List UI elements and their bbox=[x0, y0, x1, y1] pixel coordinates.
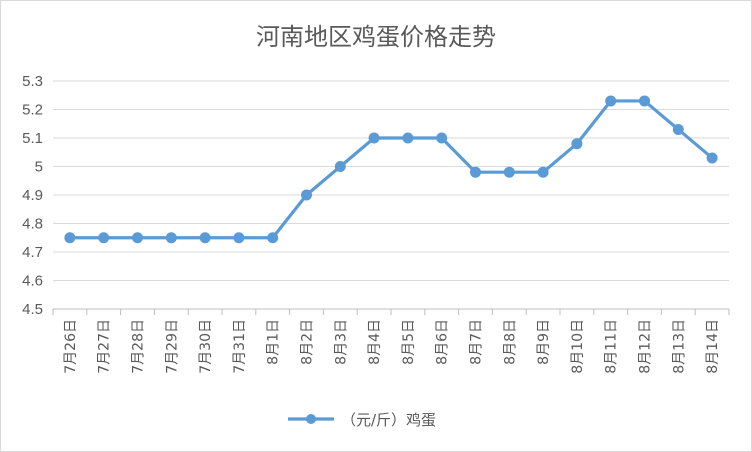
x-tick-label: 8月8日 bbox=[502, 319, 518, 365]
x-tick-label: 7月29日 bbox=[164, 319, 180, 374]
y-tick-label: 5.1 bbox=[22, 130, 43, 147]
legend-point-marker bbox=[306, 414, 316, 424]
x-tick-label: 8月7日 bbox=[469, 319, 485, 365]
legend: （元/斤）鸡蛋 bbox=[288, 411, 436, 429]
data-point bbox=[368, 132, 380, 144]
data-point bbox=[503, 166, 515, 178]
data-point bbox=[402, 132, 414, 144]
x-tick-label: 7月27日 bbox=[97, 319, 113, 374]
y-tick-label: 5.3 bbox=[22, 73, 43, 90]
data-point bbox=[334, 161, 346, 172]
chart-title: 河南地区鸡蛋价格走势 bbox=[256, 23, 496, 51]
y-tick-label: 5.2 bbox=[22, 102, 43, 119]
y-tick-label: 5 bbox=[35, 159, 43, 176]
data-point bbox=[199, 232, 211, 244]
x-tick-label: 7月26日 bbox=[63, 319, 79, 374]
x-axis-ticks: 7月26日 7月27日 7月28日 7月29日 7月30日 7月31日 8月1日 8月2日 8月… bbox=[52, 309, 730, 374]
x-tick-label: 8月12日 bbox=[638, 319, 654, 374]
x-tick-label: 8月10日 bbox=[570, 319, 586, 374]
x-tick-label: 8月14日 bbox=[705, 319, 721, 374]
series-layer bbox=[64, 95, 718, 244]
x-tick-label: 7月28日 bbox=[131, 319, 147, 374]
data-point bbox=[64, 232, 76, 244]
data-point bbox=[132, 232, 143, 244]
data-point bbox=[267, 232, 279, 244]
y-tick-label: 4.8 bbox=[22, 216, 43, 233]
data-point bbox=[605, 95, 617, 107]
y-tick-label: 4.7 bbox=[22, 244, 43, 261]
data-point bbox=[706, 152, 718, 164]
x-tick-label: 8月6日 bbox=[435, 319, 451, 365]
data-point bbox=[301, 189, 312, 201]
y-axis-ticks: 5.3 5.2 5.1 5 4.9 4.8 4.7 4.6 4.5 bbox=[22, 73, 43, 318]
y-tick-label: 4.5 bbox=[22, 301, 43, 318]
x-tick-label: 8月13日 bbox=[671, 319, 687, 374]
data-point bbox=[672, 123, 684, 135]
x-tick-label: 8月11日 bbox=[604, 319, 620, 374]
data-point bbox=[470, 166, 481, 178]
data-point bbox=[98, 232, 110, 244]
x-tick-label: 7月30日 bbox=[198, 319, 214, 374]
data-point bbox=[165, 232, 177, 244]
x-tick-label: 8月1日 bbox=[266, 319, 282, 365]
legend-label: （元/斤）鸡蛋 bbox=[341, 411, 436, 429]
data-point bbox=[436, 132, 448, 144]
series-line bbox=[68, 99, 714, 240]
data-point bbox=[233, 232, 245, 244]
y-tick-label: 4.6 bbox=[22, 273, 43, 290]
data-point bbox=[571, 138, 583, 150]
x-tick-label: 8月5日 bbox=[401, 319, 417, 365]
y-tick-label: 4.9 bbox=[22, 187, 43, 204]
x-tick-label: 8月2日 bbox=[300, 319, 316, 365]
x-tick-label: 8月9日 bbox=[536, 319, 552, 365]
gridlines bbox=[53, 80, 729, 310]
data-point bbox=[537, 166, 549, 178]
x-tick-label: 7月31日 bbox=[232, 319, 248, 374]
data-point bbox=[639, 95, 650, 107]
x-tick-label: 8月4日 bbox=[367, 319, 383, 365]
x-tick-label: 8月3日 bbox=[333, 319, 349, 365]
